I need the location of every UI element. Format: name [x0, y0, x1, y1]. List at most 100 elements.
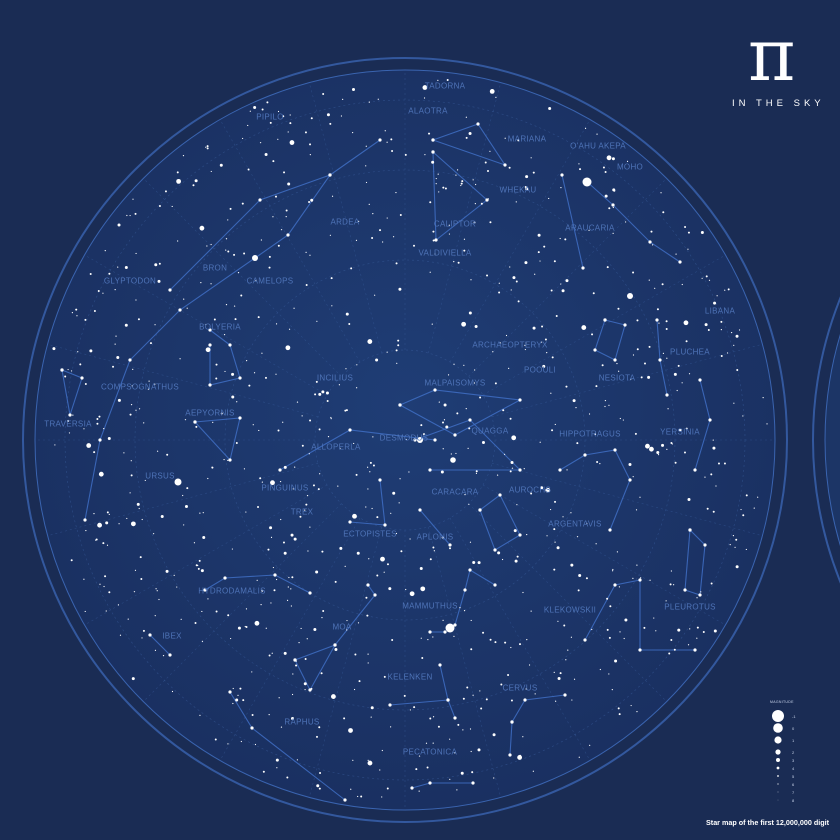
- star: [124, 266, 128, 270]
- star: [380, 556, 385, 562]
- star: [215, 377, 218, 380]
- star: [657, 454, 660, 456]
- star: [215, 610, 218, 613]
- star: [251, 713, 254, 716]
- star: [130, 404, 133, 406]
- star: [465, 408, 467, 410]
- star: [404, 153, 407, 156]
- star: [622, 419, 624, 421]
- star: [534, 693, 536, 695]
- constellation-label: ARDEA: [330, 217, 360, 227]
- star: [257, 316, 260, 319]
- constellation-label: BRON: [202, 263, 228, 273]
- star: [93, 513, 95, 515]
- star: [236, 401, 238, 403]
- star: [154, 263, 158, 267]
- star: [223, 458, 225, 461]
- star: [537, 251, 540, 254]
- star: [733, 402, 735, 404]
- star: [255, 279, 257, 281]
- star: [126, 517, 128, 520]
- star: [276, 767, 278, 769]
- star: [334, 580, 337, 583]
- star: [481, 440, 485, 444]
- star: [437, 79, 439, 81]
- star: [532, 171, 535, 174]
- star: [429, 271, 431, 273]
- star: [103, 427, 105, 430]
- star: [435, 177, 437, 180]
- star: [474, 369, 476, 371]
- pi-logo: π: [748, 13, 796, 97]
- star: [261, 589, 264, 592]
- star: [492, 733, 496, 737]
- star: [493, 548, 497, 552]
- star: [104, 575, 107, 578]
- star: [653, 617, 655, 619]
- star: [126, 214, 128, 217]
- star: [376, 516, 379, 519]
- star: [432, 716, 435, 718]
- star: [118, 523, 120, 525]
- star: [315, 380, 318, 383]
- star: [178, 308, 182, 312]
- star: [124, 323, 128, 327]
- star: [391, 639, 394, 642]
- star: [316, 320, 318, 322]
- star: [381, 796, 383, 798]
- star: [604, 170, 607, 173]
- star: [524, 185, 527, 188]
- star: [658, 358, 662, 362]
- star: [382, 241, 384, 243]
- star: [500, 683, 503, 686]
- star: [295, 664, 298, 667]
- star: [586, 522, 588, 525]
- star: [197, 564, 199, 567]
- star: [426, 766, 429, 769]
- star: [206, 145, 209, 148]
- star: [132, 368, 134, 370]
- star: [693, 468, 697, 472]
- star: [322, 610, 325, 613]
- constellation-label: PECATONICA: [402, 747, 458, 757]
- star: [550, 289, 553, 292]
- right-hemisphere-ring: [812, 296, 840, 584]
- star: [291, 716, 295, 720]
- star: [524, 344, 526, 346]
- star: [429, 201, 432, 204]
- star: [632, 577, 634, 579]
- star: [565, 659, 567, 661]
- star: [638, 578, 642, 582]
- star: [398, 403, 402, 407]
- star: [386, 351, 388, 353]
- star: [289, 122, 292, 125]
- star: [223, 334, 226, 336]
- star: [156, 450, 159, 452]
- star: [108, 591, 111, 594]
- star: [553, 568, 556, 571]
- star: [579, 168, 582, 171]
- star: [210, 283, 212, 285]
- star: [703, 543, 707, 547]
- star: [102, 292, 104, 294]
- star: [472, 179, 474, 181]
- star: [231, 395, 235, 399]
- star: [260, 604, 262, 606]
- magnitude-dot: [776, 766, 780, 770]
- star: [486, 274, 489, 277]
- star: [246, 360, 248, 362]
- star: [726, 352, 729, 354]
- star: [140, 578, 143, 581]
- star: [706, 507, 709, 510]
- star: [386, 217, 388, 219]
- star: [595, 385, 598, 388]
- star: [348, 520, 352, 524]
- star: [370, 706, 374, 710]
- star: [432, 230, 435, 233]
- magnitude-label: 1: [792, 737, 795, 743]
- star: [138, 507, 140, 510]
- star: [624, 618, 628, 622]
- star: [616, 362, 618, 365]
- star: [95, 539, 97, 541]
- star: [715, 485, 717, 487]
